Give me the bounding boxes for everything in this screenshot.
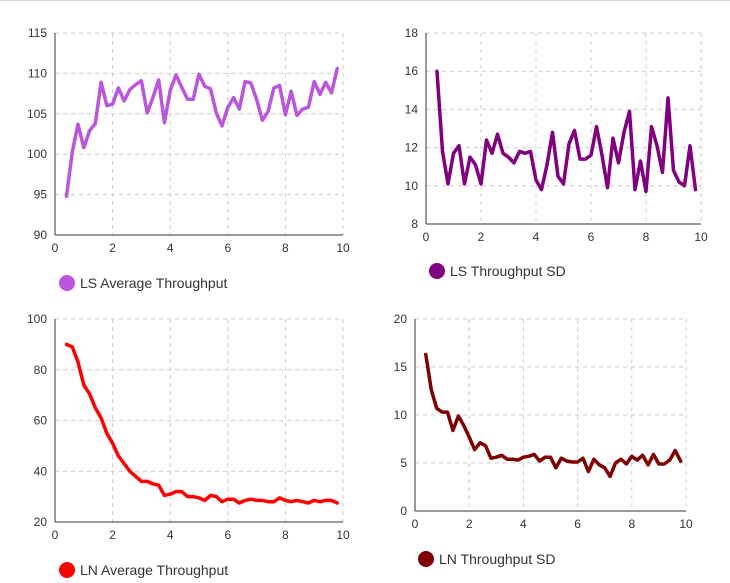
y-tick-label: 18: [405, 26, 419, 40]
ln-throughput-sd-chart: 0 5 10 15 20 0 2 4 6 8 10 LN Throughput SD: [365, 300, 730, 583]
y-tick-label: 105: [27, 107, 47, 121]
x-tick-label: 10: [336, 528, 350, 542]
legend-ls-throughput-sd[interactable]: LS Throughput SD: [429, 263, 566, 279]
legend-swatch-ln-average-throughput: [59, 562, 75, 578]
y-tick-label: 100: [27, 312, 47, 326]
legend-label-ln-average-throughput: LN Average Throughput: [80, 562, 229, 578]
y-tick-label: 15: [394, 360, 408, 374]
legend-label-ls-throughput-sd: LS Throughput SD: [450, 263, 566, 279]
y-tick-label: 10: [405, 179, 419, 193]
y-tick-label: 16: [405, 64, 419, 78]
x-tick-label: 0: [423, 230, 430, 244]
x-tick-label: 6: [224, 528, 231, 542]
x-tick-label: 8: [282, 528, 289, 542]
ls-throughput-sd-plot: 8 10 12 14 16 18 0 2 4 6 8 10: [405, 26, 708, 244]
x-tick-label: 4: [520, 517, 527, 531]
x-tick-label: 2: [109, 241, 116, 255]
x-tick-label: 6: [588, 230, 595, 244]
legend-ls-average-throughput[interactable]: LS Average Throughput: [59, 275, 227, 291]
x-tick-label: 2: [466, 517, 473, 531]
y-tick-label: 115: [28, 26, 47, 40]
ls-average-throughput-series-line[interactable]: [64, 66, 339, 198]
x-tick-label: 4: [167, 241, 174, 255]
x-tick-label: 8: [282, 241, 289, 255]
ln-average-throughput-chart: 20 40 60 80 100 0 2 4 6 8 10 LN Average Throughput: [0, 300, 365, 583]
x-tick-label: 10: [336, 241, 350, 255]
y-tick-label: 110: [28, 66, 47, 80]
ln-average-throughput-plot: 20 40 60 80 100 0 2 4 6 8 10: [27, 312, 350, 542]
y-tick-label: 20: [34, 515, 48, 529]
x-tick-label: 4: [167, 528, 174, 542]
x-tick-label: 0: [52, 528, 59, 542]
x-tick-label: 6: [224, 241, 231, 255]
x-tick-label: 8: [643, 230, 650, 244]
x-tick-label: 4: [533, 230, 540, 244]
ln-throughput-sd-plot: 0 5 10 15 20 0 2 4 6 8 10: [394, 312, 693, 531]
x-tick-label: 2: [478, 230, 485, 244]
ln-average-throughput-series-line[interactable]: [64, 342, 339, 505]
y-tick-label: 10: [394, 408, 408, 422]
legend-swatch-ls-average-throughput: [59, 275, 75, 291]
legend-label-ls-average-throughput: LS Average Throughput: [80, 275, 228, 291]
x-tick-label: 10: [679, 517, 693, 531]
ls-throughput-sd-chart: 8 10 12 14 16 18 0 2 4 6 8 10 LS Throughput SD: [365, 0, 730, 300]
y-tick-label: 12: [405, 141, 419, 155]
ls-average-throughput-chart: 90 95 100 105 110 115 0 2 4 6 8 10 LS Average Throu…: [0, 0, 365, 300]
legend-swatch-ls-throughput-sd: [429, 263, 445, 279]
x-tick-label: 2: [109, 528, 116, 542]
y-tick-label: 90: [34, 228, 48, 242]
y-tick-label: 8: [411, 217, 418, 231]
x-tick-label: 6: [574, 517, 581, 531]
y-tick-label: 80: [34, 363, 48, 377]
y-tick-label: 0: [400, 504, 407, 518]
ls-throughput-sd-series-line[interactable]: [435, 69, 698, 194]
x-tick-label: 10: [694, 230, 708, 244]
y-tick-label: 5: [400, 456, 407, 470]
y-tick-label: 14: [405, 102, 419, 116]
legend-ln-throughput-sd[interactable]: LN Throughput SD: [418, 551, 555, 567]
x-tick-label: 0: [52, 241, 59, 255]
legend-label-ln-throughput-sd: LN Throughput SD: [439, 551, 556, 567]
y-tick-label: 40: [34, 464, 48, 478]
y-tick-label: 100: [27, 147, 47, 161]
x-tick-label: 8: [628, 517, 635, 531]
top-divider: [0, 0, 730, 1]
y-tick-label: 20: [394, 312, 408, 326]
y-tick-label: 60: [34, 414, 48, 428]
legend-swatch-ln-throughput-sd: [418, 551, 434, 567]
x-tick-label: 0: [412, 517, 419, 531]
ln-throughput-sd-series-line[interactable]: [424, 352, 683, 479]
ls-average-throughput-plot: 90 95 100 105 110 115 0 2 4 6 8 10: [27, 26, 350, 255]
legend-ln-average-throughput[interactable]: LN Average Throughput: [59, 562, 228, 578]
y-tick-label: 95: [34, 188, 48, 202]
